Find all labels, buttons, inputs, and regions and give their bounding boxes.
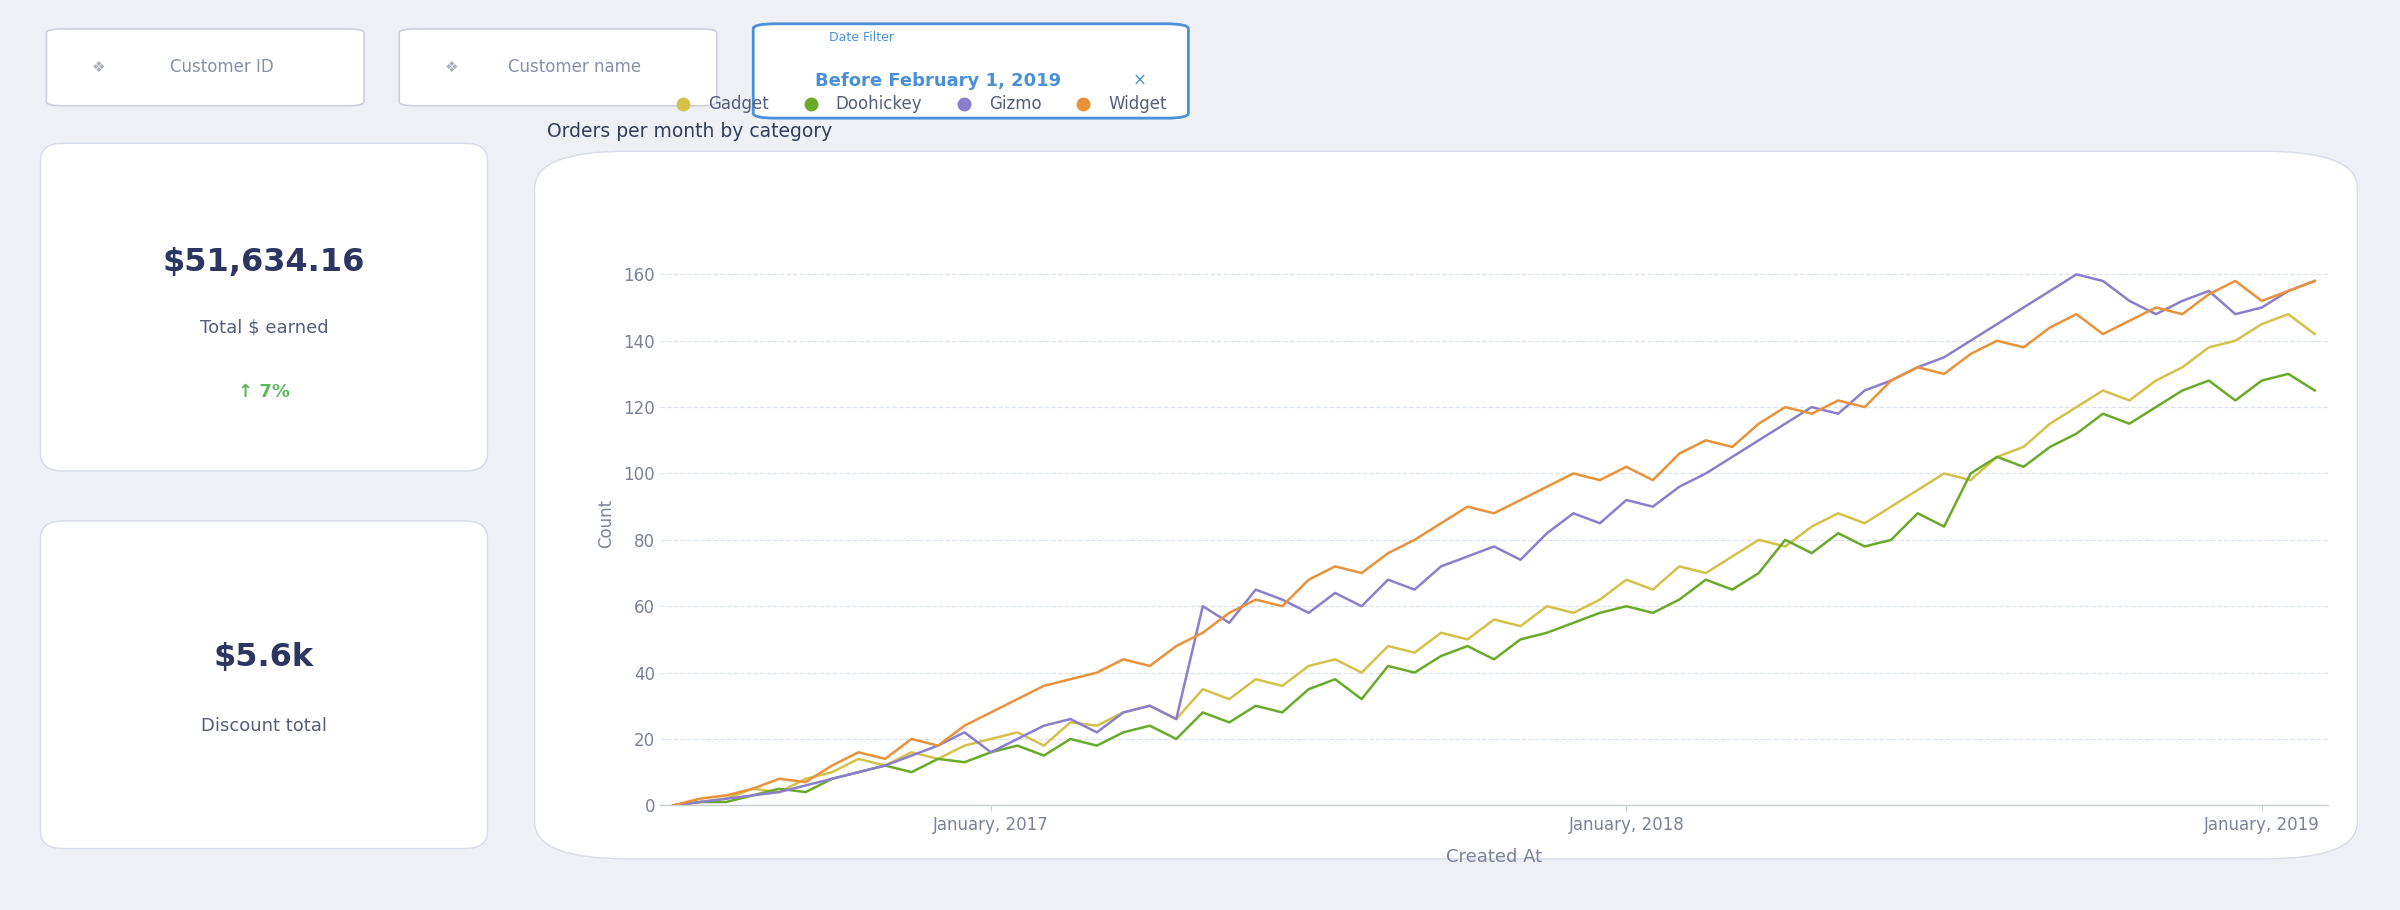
Text: $5.6k: $5.6k	[214, 642, 314, 673]
Text: $51,634.16: $51,634.16	[163, 248, 365, 278]
FancyBboxPatch shape	[41, 144, 487, 471]
Text: Total $ earned: Total $ earned	[199, 318, 329, 337]
Text: ❖: ❖	[91, 60, 106, 75]
Text: Before February 1, 2019: Before February 1, 2019	[816, 72, 1061, 90]
Text: ❖: ❖	[444, 60, 458, 75]
FancyBboxPatch shape	[754, 24, 1188, 118]
FancyBboxPatch shape	[41, 521, 487, 848]
Text: Date Filter: Date Filter	[828, 31, 893, 44]
FancyBboxPatch shape	[46, 29, 365, 106]
Text: ↑ 7%: ↑ 7%	[238, 383, 290, 401]
FancyBboxPatch shape	[398, 29, 718, 106]
Text: Customer ID: Customer ID	[170, 58, 274, 76]
Text: Discount total: Discount total	[202, 717, 326, 734]
FancyBboxPatch shape	[535, 151, 2357, 859]
Text: Orders per month by category: Orders per month by category	[547, 123, 833, 141]
Y-axis label: Count: Count	[598, 499, 614, 548]
Text: Customer name: Customer name	[509, 58, 641, 76]
X-axis label: Created At: Created At	[1445, 847, 1543, 865]
Legend: Gadget, Doohickey, Gizmo, Widget: Gadget, Doohickey, Gizmo, Widget	[660, 88, 1174, 120]
Text: ×: ×	[1133, 72, 1147, 90]
